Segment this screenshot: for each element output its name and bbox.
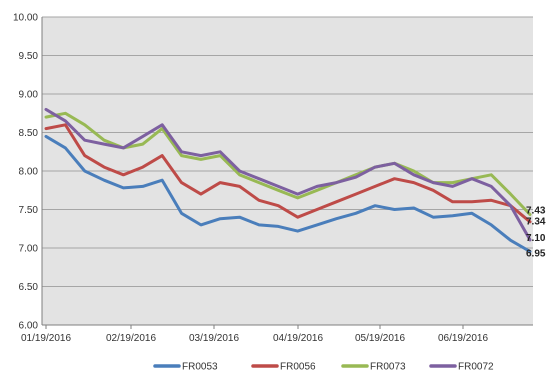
y-tick-label: 9.00 (19, 90, 39, 101)
x-tick-label: 05/19/2016 (355, 333, 405, 344)
x-tick-label: 06/19/2016 (438, 333, 488, 344)
legend-label-fr0053: FR0053 (182, 362, 218, 373)
series-lines (44, 107, 532, 253)
y-tick-label: 6.50 (19, 282, 39, 293)
end-value-label: 6.955 (526, 248, 546, 259)
y-tick-label: 9.50 (19, 51, 39, 62)
end-value-label: 7.435 (526, 206, 546, 217)
end-labels: 7.4357.345 7.105 6.955 (526, 206, 546, 260)
y-tick-label: 8.00 (19, 167, 39, 178)
legend: FR0053 FR0056 FR0073 FR0072 (153, 362, 494, 373)
end-value-label: 7.105 (526, 233, 546, 244)
legend-label-fr0073: FR0073 (370, 362, 406, 373)
x-tick-label: 03/19/2016 (189, 333, 239, 344)
x-tick-label: 04/19/2016 (273, 333, 323, 344)
y-tick-label: 8.50 (19, 128, 39, 139)
series-line-fr0056 (44, 123, 532, 224)
x-axis: 01/19/2016 02/19/2016 03/19/2016 04/19/2016… (21, 325, 488, 344)
y-tick-label: 7.50 (19, 205, 39, 216)
gridlines (42, 16, 533, 326)
y-tick-label: 10.00 (13, 13, 38, 24)
y-tick-label: 6.00 (19, 321, 39, 332)
legend-label-fr0056: FR0056 (280, 362, 316, 373)
y-tick-label: 7.00 (19, 244, 39, 255)
x-tick-label: 02/19/2016 (106, 333, 156, 344)
x-tick-label: 01/19/2016 (21, 333, 71, 344)
legend-label-fr0072: FR0072 (458, 362, 494, 373)
series-line-fr0053 (44, 134, 532, 253)
series-line-fr0072 (44, 107, 532, 242)
y-axis: 6.00 6.50 7.00 7.50 8.00 8.50 9.00 9.50 10.00 (13, 13, 533, 332)
end-value-label: 7.345 (526, 216, 546, 227)
